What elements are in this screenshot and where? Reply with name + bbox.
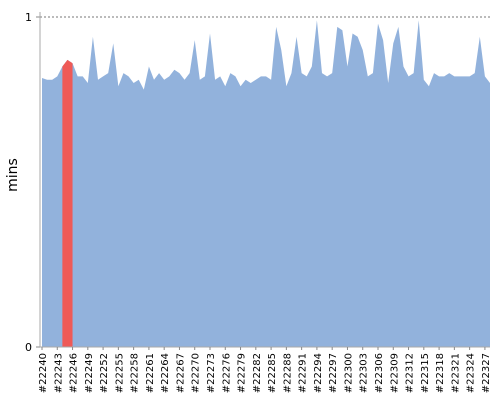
- x-tick-label: #22243: [53, 353, 64, 393]
- x-tick-label: #22249: [84, 353, 95, 393]
- x-tick-label: #22264: [160, 353, 171, 393]
- x-tick-label: #22285: [267, 353, 278, 393]
- x-tick-label: #22324: [466, 353, 477, 393]
- x-tick-label: #22327: [481, 353, 492, 393]
- x-tick-label: #22279: [237, 353, 248, 393]
- highlight-area: [62, 59, 73, 348]
- x-tick-label: #22270: [191, 353, 202, 393]
- x-tick-label: #22315: [420, 353, 431, 393]
- x-tick-label: #22255: [114, 353, 125, 393]
- y-tick-label: 1: [25, 11, 32, 24]
- x-tick-label: #22306: [374, 353, 385, 393]
- x-tick-label: #22312: [405, 353, 416, 393]
- x-tick-label: #22318: [435, 353, 446, 393]
- x-tick-label: #22267: [175, 353, 186, 393]
- x-tick-label: #22240: [38, 353, 49, 393]
- x-tick-label: #22282: [252, 353, 263, 393]
- x-tick-label: #22297: [328, 353, 339, 393]
- y-axis-label: mins: [5, 158, 21, 192]
- x-tick-label: #22246: [69, 353, 80, 393]
- x-tick-label: #22273: [206, 353, 217, 393]
- x-tick-label: #22303: [359, 353, 370, 393]
- x-tick-label: #22258: [130, 353, 141, 393]
- x-tick-label: #22294: [313, 353, 324, 393]
- x-tick-label: #22288: [282, 353, 293, 393]
- x-tick-label: #22276: [221, 353, 232, 393]
- x-tick-label: #22291: [298, 353, 309, 393]
- x-tick-label: #22309: [389, 353, 400, 393]
- y-tick-label: 0: [25, 341, 32, 354]
- x-tick-label: #22252: [99, 353, 110, 393]
- x-tick-label: #22321: [450, 353, 461, 393]
- x-tick-label: #22300: [343, 353, 354, 393]
- area: [42, 20, 490, 348]
- x-tick-label: #22261: [145, 353, 156, 393]
